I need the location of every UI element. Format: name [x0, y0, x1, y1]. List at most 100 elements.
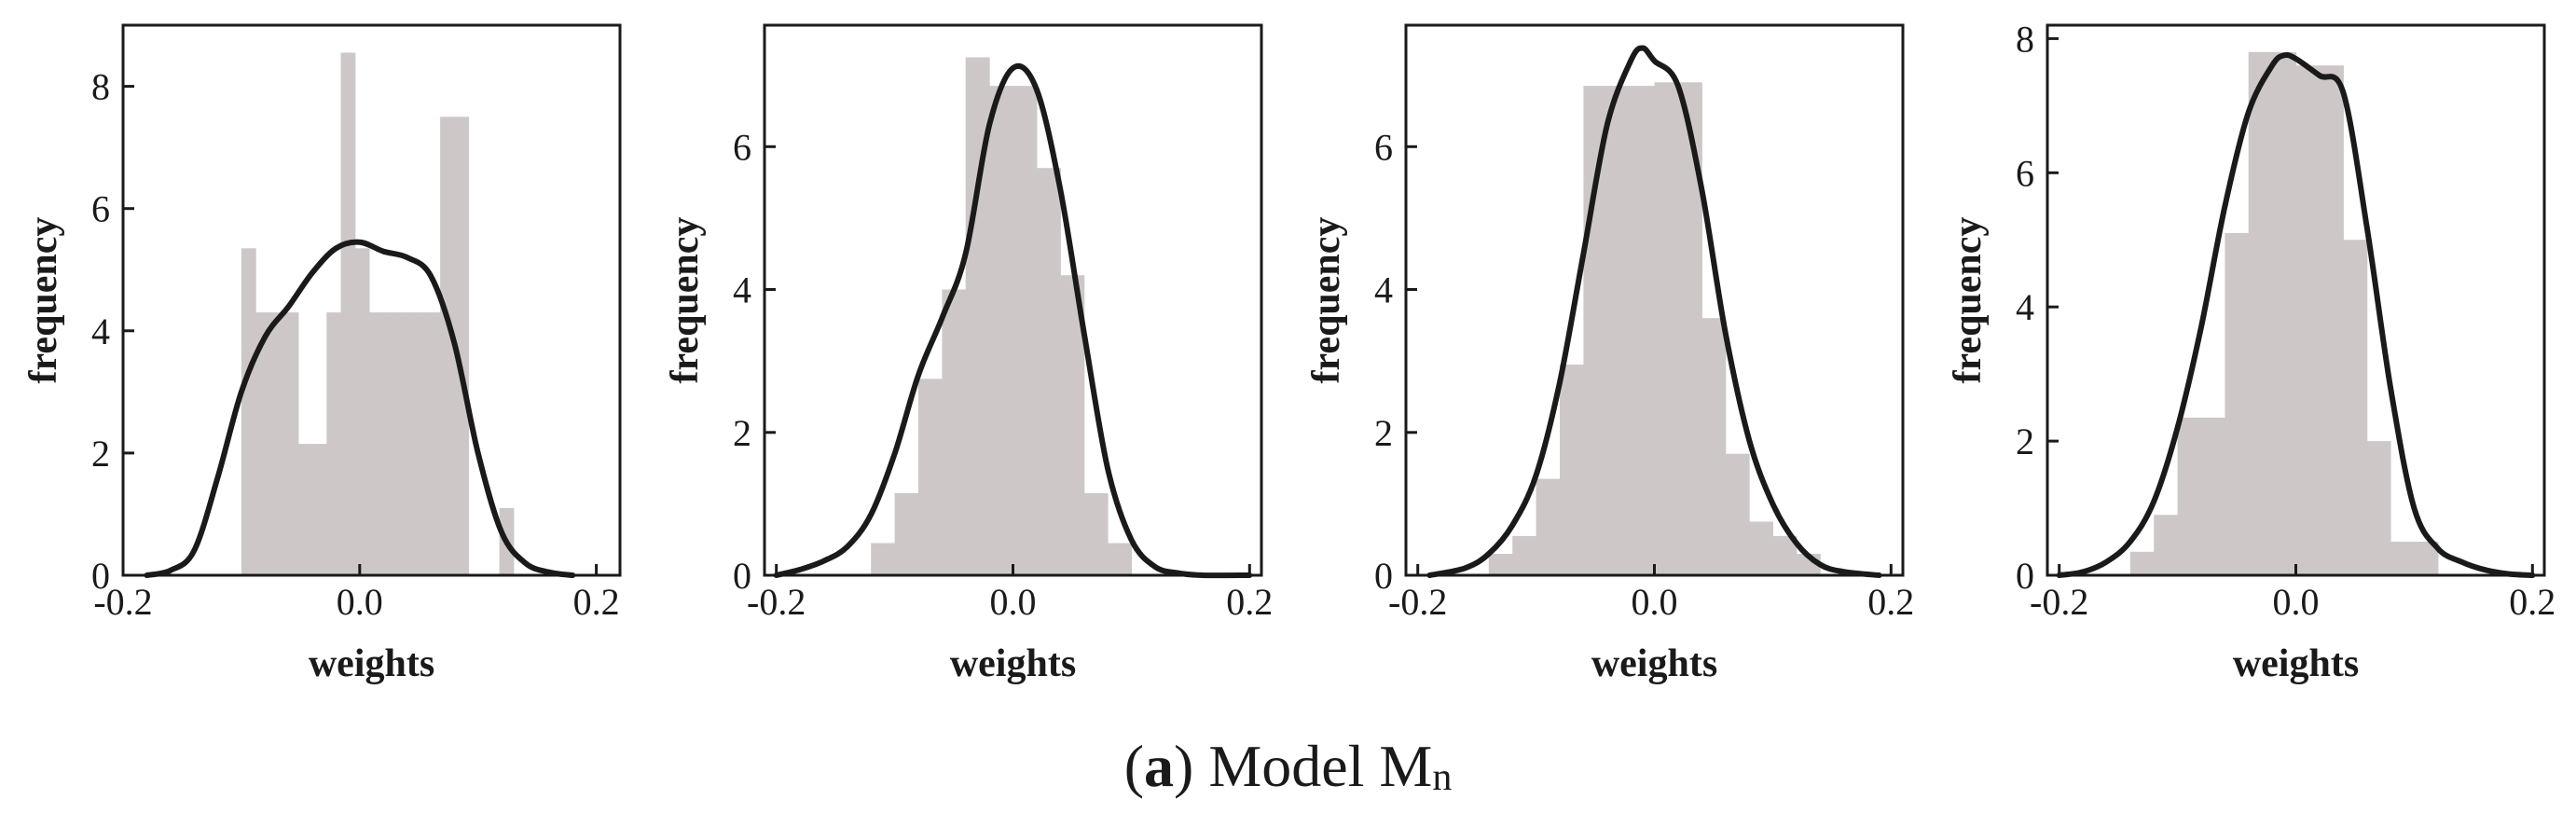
histogram-bar-6 [1606, 86, 1632, 576]
histogram-bar-15 [440, 117, 455, 576]
x-tick-label: 0.2 [573, 581, 620, 623]
histogram-bar-3 [1536, 478, 1561, 575]
chart-panel-1: -0.2 0.0 0.2 0 2 4 6 8 weights frequency [22, 23, 622, 685]
x-tick-label: 0.0 [1632, 581, 1678, 623]
chart-panel-3: -0.2 0.0 0.2 0 2 4 6 weights frequency [1305, 23, 1914, 685]
x-tick-label: 0.2 [2509, 581, 2555, 623]
caption-text: Model M [1193, 733, 1433, 799]
y-tick-label: 0 [1374, 555, 1393, 597]
y-tick-label: 0 [733, 555, 751, 597]
x-axis-title: weights [2233, 642, 2359, 685]
histogram-bar-2 [255, 312, 270, 575]
histogram-bar-2 [2154, 515, 2179, 575]
histogram-bar-12 [397, 312, 413, 575]
kde-curve [144, 239, 576, 578]
y-tick-label: 4 [91, 310, 110, 352]
y-axis-title: frequency [664, 217, 707, 384]
y-tick-label: 2 [2016, 420, 2034, 462]
histogram-bar-1 [241, 248, 256, 575]
x-axis-title: weights [309, 642, 434, 685]
y-tick-label: 6 [2016, 152, 2034, 194]
x-tick-label: 0.0 [990, 581, 1037, 623]
y-tick-label: 6 [91, 188, 110, 230]
histogram-bar-3 [918, 379, 943, 575]
histogram-bar-6 [312, 444, 327, 575]
y-tick-label: 6 [733, 126, 751, 168]
histogram-bar-12 [1749, 521, 1773, 575]
histogram-bar-2 [894, 492, 919, 575]
y-tick-label: 2 [1374, 412, 1393, 454]
histogram-bar-1 [2129, 551, 2155, 575]
x-tick-label: -0.2 [2030, 581, 2088, 623]
histogram-bar-8 [1036, 168, 1061, 575]
histogram-bar-3 [269, 312, 285, 575]
histogram-bar-12 [2390, 542, 2415, 575]
histogram-bar-9 [354, 248, 370, 575]
histogram-bar-1 [1488, 554, 1513, 575]
y-tick-label: 2 [733, 412, 751, 454]
histogram-bar-11 [2366, 441, 2391, 575]
y-tick-label: 0 [91, 555, 110, 597]
caption-subscript: n [1432, 756, 1453, 799]
histogram-bar-4 [1560, 365, 1584, 575]
histogram-bar-11 [1725, 453, 1750, 575]
x-tick-label: 0.2 [1226, 581, 1273, 623]
histogram-bar-4 [283, 312, 299, 575]
histogram-bar-3 [2177, 417, 2202, 575]
histogram-bar-5 [2225, 233, 2250, 575]
histogram-bar-9 [2319, 65, 2344, 575]
x-axis-title: weights [950, 642, 1076, 685]
histogram-bar-9 [1677, 82, 1702, 576]
chart-panel-2: -0.2 0.0 0.2 0 2 4 6 weights frequency [664, 23, 1273, 685]
histogram-bar-1 [871, 543, 896, 575]
y-tick-label: 4 [1374, 269, 1393, 311]
histogram-bar-8 [340, 52, 356, 575]
histogram-bar-5 [297, 444, 313, 575]
histogram-bar-10 [1701, 318, 1727, 575]
x-axis-title: weights [1591, 642, 1717, 685]
histogram-bar-11 [383, 312, 398, 575]
kde-curve [1426, 45, 1882, 578]
kde-curve [773, 62, 1253, 579]
histogram-bar-7 [1012, 86, 1038, 576]
y-axis-title: frequency [22, 217, 65, 384]
chart-panel-4: -0.2 0.0 0.2 0 2 4 6 8 weights frequency [1947, 18, 2555, 685]
histogram-bar-11 [1108, 543, 1132, 575]
y-axis-title: frequency [1305, 217, 1348, 384]
caption-letter: a [1144, 733, 1174, 799]
histogram-bar-14 [425, 312, 441, 575]
histogram-bar-6 [989, 86, 1014, 576]
x-tick-label: -0.2 [93, 581, 152, 623]
y-tick-label: 4 [2016, 286, 2034, 328]
histogram-bar-4 [2201, 417, 2225, 575]
y-tick-label: 2 [91, 433, 110, 475]
histogram-bar-6 [2248, 51, 2273, 576]
x-tick-label: -0.2 [747, 581, 806, 623]
y-tick-label: 6 [1374, 126, 1393, 168]
caption-paren-open: ( [1123, 733, 1144, 799]
x-tick-label: 0.0 [337, 581, 383, 623]
y-tick-label: 0 [2016, 555, 2034, 597]
kde-curve [2056, 51, 2536, 578]
y-tick-label: 8 [2016, 18, 2034, 60]
histogram-bar-4 [942, 289, 967, 575]
plot-frame [121, 23, 622, 577]
y-axis-title: frequency [1947, 217, 1990, 384]
histogram-bar-8 [1654, 82, 1679, 576]
histogram-bar-7 [1631, 86, 1656, 576]
histogram-bar-13 [411, 312, 427, 575]
y-tick-label: 8 [91, 66, 110, 108]
x-tick-label: -0.2 [1388, 581, 1447, 623]
histogram-bar-7 [326, 312, 342, 575]
histogram-bar-16 [454, 117, 470, 576]
x-tick-label: 0.2 [1867, 581, 1914, 623]
histogram-bar-8 [2295, 65, 2321, 575]
histogram-bar-10 [1083, 492, 1109, 575]
histogram-bar-2 [1512, 535, 1537, 575]
histogram-bar-5 [1583, 86, 1608, 576]
x-tick-label: 0.0 [2273, 581, 2320, 623]
figure-caption: (a) Model Mn [0, 732, 2576, 801]
y-tick-label: 4 [733, 269, 751, 311]
caption-paren-close: ) [1174, 733, 1194, 799]
